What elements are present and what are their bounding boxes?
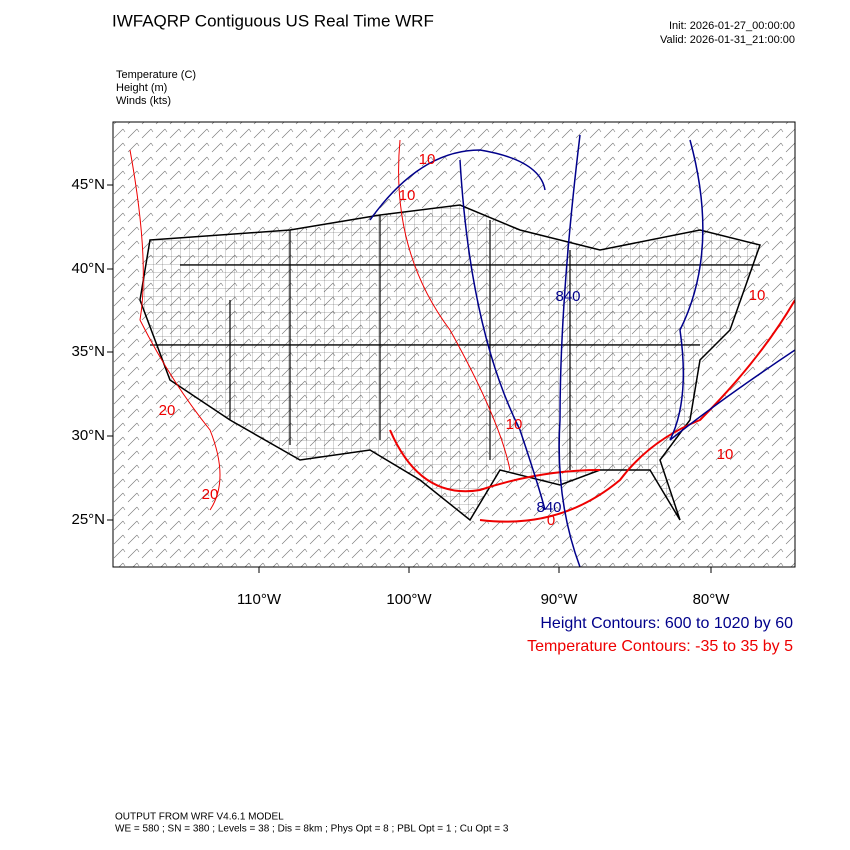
field-label: Temperature (C) <box>116 69 196 81</box>
map-area <box>113 122 795 567</box>
footer-line: WE = 580 ; SN = 380 ; Levels = 38 ; Dis … <box>115 824 509 835</box>
lon-label: 100°W <box>386 591 432 608</box>
contour-label: 10 <box>399 187 416 204</box>
contour-label: 10 <box>419 151 436 168</box>
temperature-legend: Temperature Contours: -35 to 35 by 5 <box>527 638 793 655</box>
contour-label: 20 <box>202 486 219 503</box>
contour-label: 0 <box>547 512 555 529</box>
init-time: Init: 2026-01-27_00:00:00 <box>669 20 795 32</box>
title: IWFAQRP Contiguous US Real Time WRF <box>112 11 434 30</box>
contour-label: 10 <box>749 287 766 304</box>
height-legend: Height Contours: 600 to 1020 by 60 <box>540 615 793 632</box>
contour-label: 840 <box>536 499 561 516</box>
lat-label: 45°N <box>71 176 105 193</box>
contour-label: 10 <box>717 446 734 463</box>
tick-marks <box>107 184 712 573</box>
map-frame <box>112 121 796 568</box>
field-label: Height (m) <box>116 82 167 94</box>
footer-line: OUTPUT FROM WRF V4.6.1 MODEL <box>115 812 284 823</box>
contour-label: 10 <box>506 416 523 433</box>
contour-label: 20 <box>159 402 176 419</box>
contour-label: 840 <box>555 288 580 305</box>
lat-label: 30°N <box>71 427 105 444</box>
lat-label: 25°N <box>71 511 105 528</box>
lon-label: 80°W <box>693 591 731 608</box>
lon-label: 90°W <box>541 591 579 608</box>
field-label: Winds (kts) <box>116 95 171 107</box>
lon-label: 110°W <box>237 591 282 608</box>
lat-label: 35°N <box>71 343 105 360</box>
valid-time: Valid: 2026-01-31_21:00:00 <box>660 34 795 46</box>
lat-label: 40°N <box>71 260 105 277</box>
